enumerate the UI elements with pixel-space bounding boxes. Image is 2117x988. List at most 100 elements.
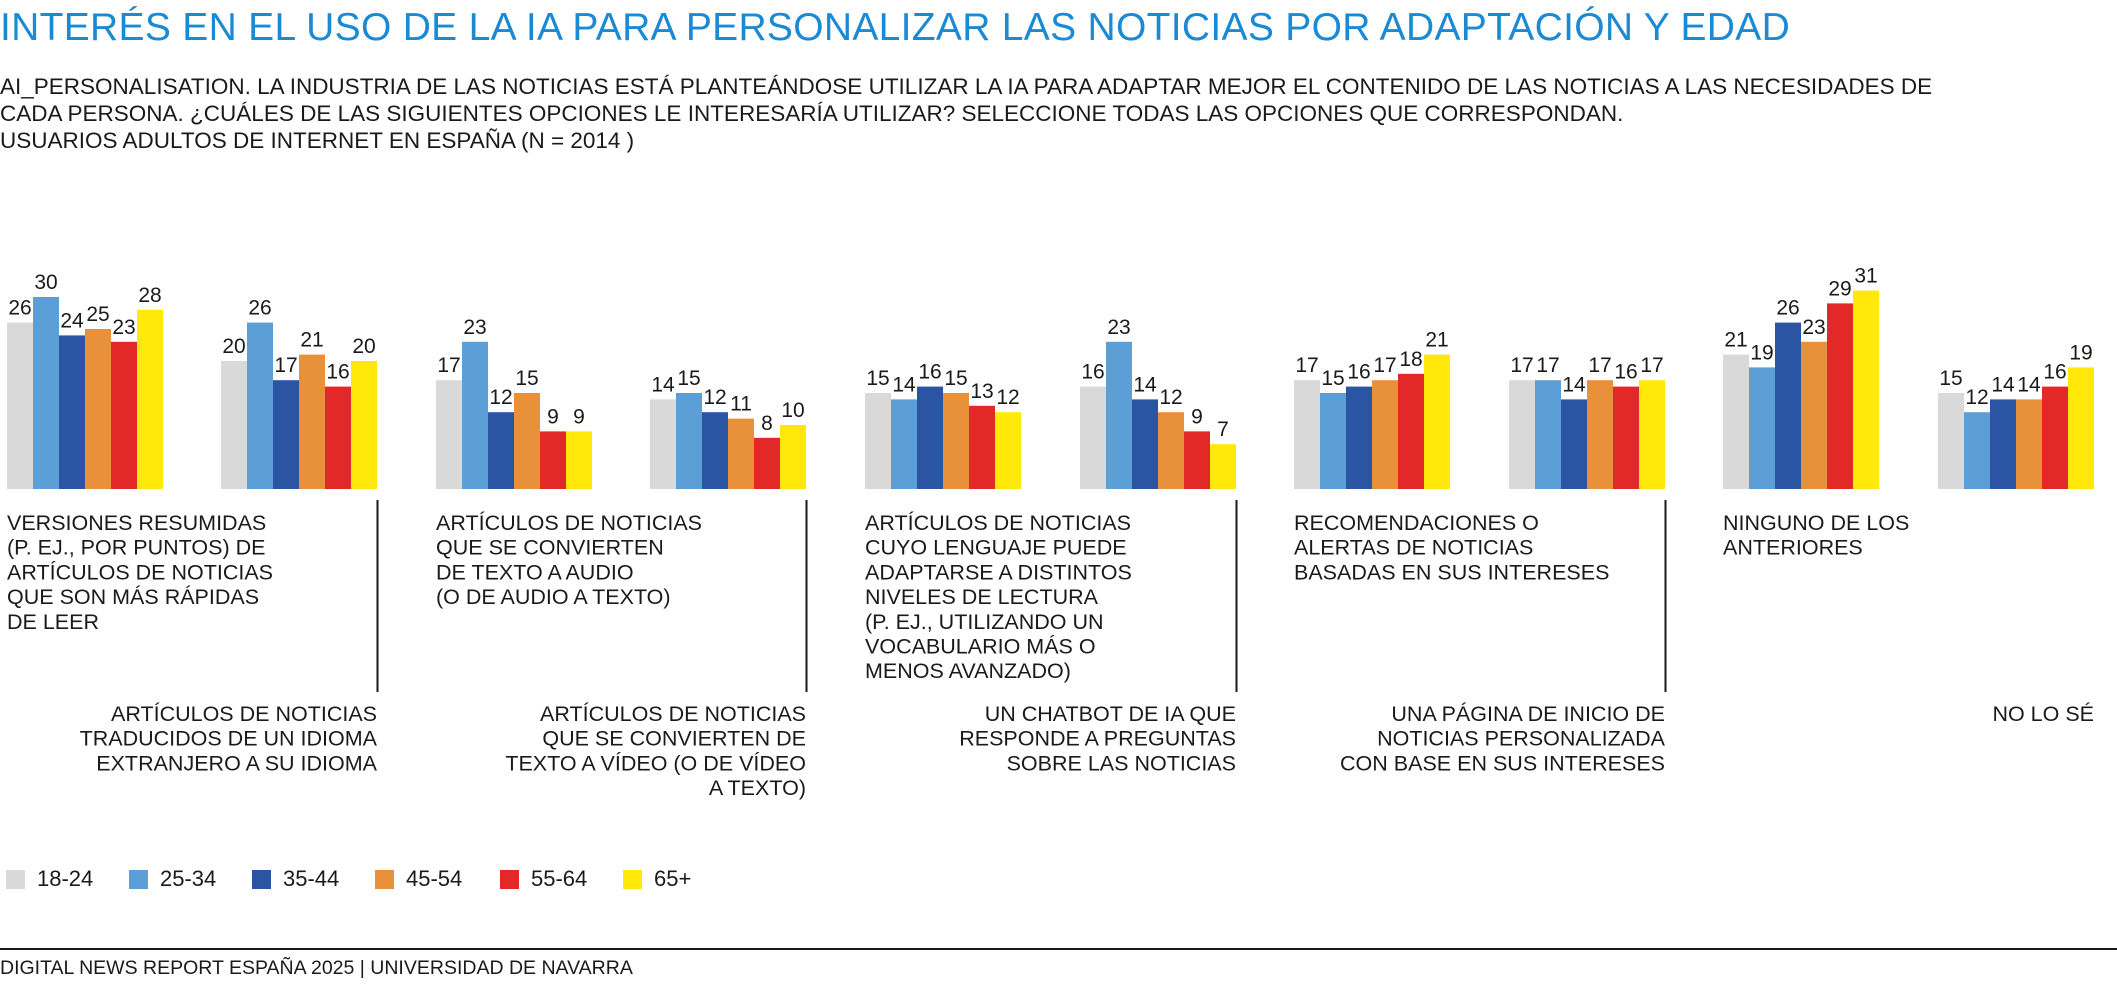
data-label-65+-cat-7: 21 bbox=[1425, 329, 1448, 352]
bar-65+-cat-5 bbox=[995, 412, 1021, 489]
legend-item-45-54: 45-54 bbox=[375, 866, 462, 892]
legend-item-55-64: 55-64 bbox=[500, 866, 587, 892]
bar-35-44-cat-2 bbox=[273, 380, 299, 489]
data-label-55-64-cat-8: 16 bbox=[1614, 361, 1637, 384]
legend-item-18-24: 18-24 bbox=[6, 866, 93, 892]
bar-18-24-cat-9 bbox=[1723, 354, 1749, 489]
category-label-5: ARTÍCULOS DE NOTICIAS CUYO LENGUAJE PUEDE… bbox=[865, 510, 1132, 683]
subtitle-line-1: AI_PERSONALISATION. LA INDUSTRIA DE LAS … bbox=[0, 74, 1933, 99]
data-label-18-24-cat-4: 14 bbox=[651, 373, 675, 396]
legend-item-35-44: 35-44 bbox=[252, 866, 339, 892]
bar-18-24-cat-10 bbox=[1938, 393, 1964, 489]
category-label-6: UN CHATBOT DE IA QUE RESPONDE A PREGUNTAS… bbox=[959, 702, 1236, 775]
data-label-35-44-cat-8: 14 bbox=[1562, 373, 1586, 396]
data-label-45-54-cat-2: 21 bbox=[300, 329, 323, 352]
bar-45-54-cat-3 bbox=[514, 393, 540, 489]
legend-swatch-45-54 bbox=[375, 869, 394, 889]
data-label-18-24-cat-10: 15 bbox=[1939, 367, 1962, 390]
legend-swatch-55-64 bbox=[500, 869, 519, 889]
data-label-35-44-cat-3: 12 bbox=[489, 386, 512, 409]
bar-25-34-cat-4 bbox=[676, 393, 702, 489]
data-label-35-44-cat-6: 14 bbox=[1133, 373, 1157, 396]
data-label-25-34-cat-6: 23 bbox=[1107, 316, 1130, 339]
bar-45-54-cat-10 bbox=[2016, 399, 2042, 489]
bar-18-24-cat-7 bbox=[1294, 380, 1320, 489]
bar-35-44-cat-6 bbox=[1132, 399, 1158, 489]
bar-35-44-cat-7 bbox=[1346, 386, 1372, 489]
bar-65+-cat-8 bbox=[1639, 380, 1665, 489]
data-label-35-44-cat-1: 24 bbox=[60, 309, 84, 332]
legend-item-25-34: 25-34 bbox=[129, 866, 216, 892]
legend-swatch-18-24 bbox=[6, 869, 25, 889]
bar-65+-cat-2 bbox=[351, 361, 377, 489]
legend-swatch-65+ bbox=[623, 869, 642, 889]
category-label-1: VERSIONES RESUMIDAS (P. EJ., POR PUNTOS) … bbox=[7, 511, 273, 634]
data-label-45-54-cat-9: 23 bbox=[1802, 316, 1825, 339]
data-label-35-44-cat-2: 17 bbox=[274, 354, 297, 377]
data-label-45-54-cat-4: 11 bbox=[730, 393, 752, 416]
data-label-25-34-cat-2: 26 bbox=[248, 297, 271, 320]
data-label-65+-cat-10: 19 bbox=[2069, 341, 2092, 364]
data-label-55-64-cat-7: 18 bbox=[1399, 348, 1422, 371]
bar-25-34-cat-10 bbox=[1964, 412, 1990, 489]
category-label-3: ARTÍCULOS DE NOTICIAS QUE SE CONVIERTEN DE… bbox=[436, 510, 702, 609]
bar-55-64-cat-7 bbox=[1398, 373, 1424, 489]
bar-35-44-cat-3 bbox=[488, 412, 514, 489]
bar-45-54-cat-5 bbox=[943, 393, 969, 489]
bar-35-44-cat-8 bbox=[1561, 399, 1587, 489]
bar-55-64-cat-2 bbox=[325, 386, 351, 489]
legend-label-18-24: 18-24 bbox=[37, 866, 94, 891]
footer-text: DIGITAL NEWS REPORT ESPAÑA 2025 | UNIVER… bbox=[0, 957, 633, 979]
bar-18-24-cat-5 bbox=[865, 393, 891, 489]
footer-divider bbox=[0, 948, 2117, 950]
chart-title: INTERÉS EN EL USO DE LA IA PARA PERSONAL… bbox=[0, 6, 1791, 49]
legend-swatch-35-44 bbox=[252, 869, 271, 889]
category-label-9: NINGUNO DE LOS ANTERIORES bbox=[1723, 511, 1909, 560]
data-label-18-24-cat-3: 17 bbox=[437, 354, 460, 377]
bar-18-24-cat-2 bbox=[221, 361, 247, 489]
category-label-10: NO LO SÉ bbox=[1992, 701, 2094, 726]
data-label-18-24-cat-5: 15 bbox=[866, 367, 889, 390]
data-label-25-34-cat-1: 30 bbox=[34, 271, 57, 294]
bar-35-44-cat-9 bbox=[1775, 322, 1801, 489]
bar-35-44-cat-5 bbox=[917, 386, 943, 489]
data-label-55-64-cat-6: 9 bbox=[1191, 405, 1203, 428]
legend-label-55-64: 55-64 bbox=[531, 866, 588, 891]
bar-25-34-cat-3 bbox=[462, 341, 488, 489]
data-label-65+-cat-2: 20 bbox=[352, 335, 375, 358]
bar-25-34-cat-6 bbox=[1106, 341, 1132, 489]
data-label-18-24-cat-9: 21 bbox=[1724, 329, 1747, 352]
data-label-18-24-cat-6: 16 bbox=[1081, 361, 1104, 384]
legend-label-65+: 65+ bbox=[654, 866, 692, 891]
bar-55-64-cat-4 bbox=[754, 437, 780, 489]
bar-65+-cat-7 bbox=[1424, 354, 1450, 489]
bar-65+-cat-3 bbox=[566, 431, 592, 489]
bar-45-54-cat-2 bbox=[299, 354, 325, 489]
data-label-35-44-cat-9: 26 bbox=[1776, 297, 1799, 320]
bar-45-54-cat-8 bbox=[1587, 380, 1613, 489]
legend-item-65+: 65+ bbox=[623, 866, 691, 892]
data-label-25-34-cat-8: 17 bbox=[1536, 354, 1559, 377]
data-label-25-34-cat-7: 15 bbox=[1321, 367, 1344, 390]
bar-18-24-cat-8 bbox=[1509, 380, 1535, 489]
data-label-65+-cat-5: 12 bbox=[996, 386, 1019, 409]
bar-45-54-cat-7 bbox=[1372, 380, 1398, 489]
data-label-65+-cat-4: 10 bbox=[781, 399, 804, 422]
data-label-35-44-cat-4: 12 bbox=[703, 386, 726, 409]
data-label-45-54-cat-7: 17 bbox=[1373, 354, 1396, 377]
legend-swatch-25-34 bbox=[129, 869, 148, 889]
data-label-55-64-cat-10: 16 bbox=[2043, 361, 2066, 384]
data-label-25-34-cat-5: 14 bbox=[892, 373, 916, 396]
bar-55-64-cat-5 bbox=[969, 405, 995, 489]
data-label-18-24-cat-2: 20 bbox=[222, 335, 245, 358]
data-label-25-34-cat-10: 12 bbox=[1965, 386, 1988, 409]
bar-45-54-cat-9 bbox=[1801, 341, 1827, 489]
bar-25-34-cat-8 bbox=[1535, 380, 1561, 489]
data-label-65+-cat-1: 28 bbox=[138, 284, 161, 307]
data-label-45-54-cat-8: 17 bbox=[1588, 354, 1611, 377]
bar-65+-cat-4 bbox=[780, 425, 806, 489]
category-label-8: UNA PÁGINA DE INICIO DE NOTICIAS PERSONAL… bbox=[1340, 701, 1666, 775]
data-label-55-64-cat-9: 29 bbox=[1828, 277, 1851, 300]
data-label-25-34-cat-3: 23 bbox=[463, 316, 486, 339]
